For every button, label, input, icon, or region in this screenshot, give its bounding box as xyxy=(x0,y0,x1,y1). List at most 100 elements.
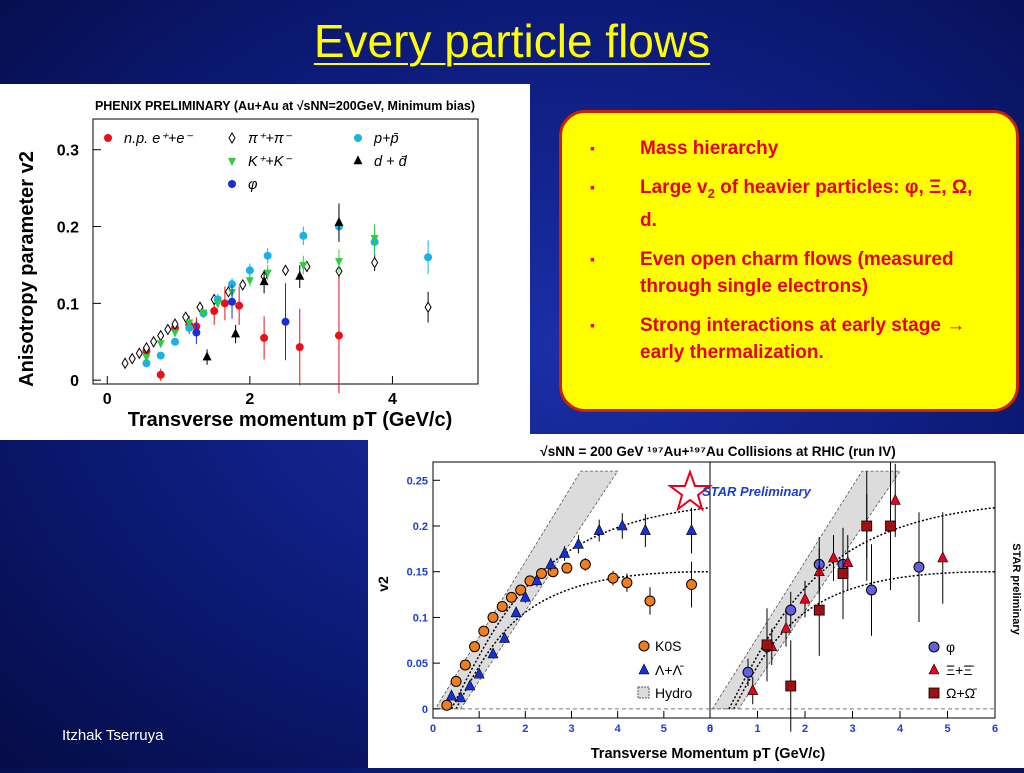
finding-text: Mass hierarchy xyxy=(640,138,779,159)
data-point xyxy=(616,519,628,531)
data-point xyxy=(441,699,453,711)
legend-label: p+p̄ xyxy=(373,131,399,147)
data-point xyxy=(157,329,165,342)
finding-text: Even open charm flows (measured through … xyxy=(640,248,954,297)
data-point xyxy=(450,675,462,687)
phenix-x-axis-label: Transverse momentum pT (GeV/c) xyxy=(128,409,453,431)
star-y-axis-label: v2 xyxy=(375,576,391,592)
legend-marker xyxy=(104,134,112,142)
legend-label: Ω+Ω̄ xyxy=(946,685,977,701)
star-chart-panel: √sNN = 200 GeV ¹⁹⁷Au+¹⁹⁷Au Collisions at… xyxy=(368,434,1024,768)
star-logo: STAR Preliminary xyxy=(667,469,812,512)
data-point xyxy=(913,561,925,573)
y-tick-label: 0.1 xyxy=(413,612,428,624)
phenix-axis-ticks: 0 2 4 0 0.1 0.2 0.3 xyxy=(57,143,397,408)
data-point xyxy=(192,328,201,337)
y-tick-label: 0.15 xyxy=(407,567,428,579)
legend-marker xyxy=(928,663,940,675)
data-point xyxy=(455,691,467,703)
data-point xyxy=(170,337,179,346)
data-point xyxy=(295,270,305,280)
x-tick-label: 6 xyxy=(992,723,998,735)
legend-marker xyxy=(228,158,236,166)
star-legend: K0S Λ+Λ̄ Hydro φ Ξ+Ξ̄ Ω+Ω̄ xyxy=(637,638,977,701)
x-tick-label: 0 xyxy=(430,723,436,735)
finding-open-charm: ▪ Even open charm flows (measured through… xyxy=(590,246,992,300)
legend-label: φ xyxy=(946,639,955,655)
finding-text: Large v xyxy=(640,177,708,198)
data-point xyxy=(487,647,499,659)
x-tick-label: 2 xyxy=(802,723,808,735)
data-point xyxy=(478,625,490,637)
data-point xyxy=(245,266,254,275)
x-tick-label: 2 xyxy=(522,723,528,735)
data-point xyxy=(785,604,797,616)
data-point xyxy=(210,307,219,316)
legend-marker xyxy=(228,180,236,188)
y-tick-label: 0 xyxy=(422,704,428,716)
data-point xyxy=(515,584,527,596)
data-point xyxy=(559,546,571,558)
data-point xyxy=(245,277,254,286)
y-tick-label: 0.25 xyxy=(407,475,428,487)
data-point xyxy=(593,523,605,535)
data-point xyxy=(424,301,432,314)
data-point xyxy=(837,568,849,579)
legend-label: K⁺+K⁻ xyxy=(248,154,292,170)
legend-marker xyxy=(353,155,363,165)
data-point xyxy=(761,639,773,651)
x-tick-label: 1 xyxy=(754,723,760,735)
data-point xyxy=(464,679,476,691)
y-tick-label: 0.1 xyxy=(57,296,79,313)
finding-text: of heavier particles: φ, Ξ, Ω, d. xyxy=(640,177,973,231)
y-tick-label: 0.05 xyxy=(407,658,428,670)
data-point xyxy=(747,683,759,695)
data-point xyxy=(213,300,222,309)
data-point xyxy=(842,555,854,567)
data-point xyxy=(260,333,269,342)
x-tick-label: 5 xyxy=(944,723,950,735)
data-point xyxy=(496,600,508,612)
data-point xyxy=(780,621,792,633)
legend-marker xyxy=(637,686,650,699)
star-side-label: STAR preliminary xyxy=(1010,543,1022,635)
data-point xyxy=(164,323,172,336)
data-point xyxy=(505,591,517,603)
y-tick-label: 0.2 xyxy=(57,220,79,237)
data-point xyxy=(572,537,584,549)
data-point xyxy=(370,235,379,244)
data-point xyxy=(621,577,633,589)
data-point xyxy=(937,551,949,563)
finding-large-v2: ▪ Large v2 of heavier particles: φ, Ξ, Ω,… xyxy=(590,174,992,234)
data-point xyxy=(299,231,308,240)
x-tick-label: 4 xyxy=(388,391,397,408)
legend-marker xyxy=(354,134,362,142)
phenix-legend: n.p. e⁺+e⁻ π⁺+π⁻ p+p̄ K⁺+K⁻ d + d̄ φ xyxy=(104,131,408,193)
data-point xyxy=(259,276,269,286)
x-tick-label: 1 xyxy=(476,723,482,735)
data-point xyxy=(295,343,304,352)
data-point xyxy=(231,328,241,338)
bullet-icon: ▪ xyxy=(590,140,595,156)
legend-marker xyxy=(638,640,650,652)
data-point xyxy=(545,557,557,569)
data-point xyxy=(156,351,165,360)
data-point xyxy=(220,299,229,308)
data-point xyxy=(156,370,165,379)
data-point xyxy=(185,323,194,332)
data-point xyxy=(644,595,656,607)
legend-label: Ξ+Ξ̄ xyxy=(946,662,974,678)
data-point xyxy=(885,520,896,532)
x-tick-label: 6 xyxy=(707,723,713,735)
data-point xyxy=(171,318,179,331)
data-point xyxy=(499,631,511,643)
data-point xyxy=(185,319,194,328)
legend-label: Hydro xyxy=(655,685,693,701)
data-point xyxy=(263,269,272,278)
data-point xyxy=(866,584,877,596)
data-point xyxy=(142,359,151,368)
data-point xyxy=(228,297,237,306)
findings-callout: ▪ Mass hierarchy ▪ Large v2 of heavier par… xyxy=(559,110,1019,412)
data-point xyxy=(142,354,151,363)
data-point xyxy=(531,574,543,586)
